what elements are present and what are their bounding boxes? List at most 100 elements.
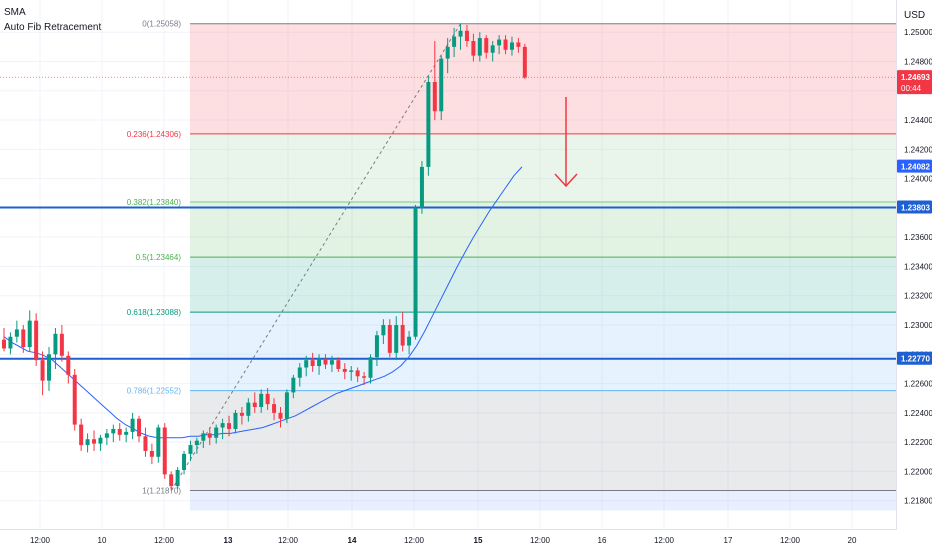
candle-80 — [516, 42, 521, 47]
candle-6 — [40, 360, 45, 381]
hline-tag-upper-value: 1.23803 — [901, 203, 930, 212]
candle-7 — [47, 354, 52, 381]
legend-fib[interactable]: Auto Fib Retracement — [4, 22, 101, 33]
candle-44 — [284, 392, 289, 419]
candle-0 — [2, 339, 6, 349]
horizontal-lines[interactable] — [0, 76, 897, 360]
candle-40 — [259, 393, 264, 408]
candles — [2, 23, 527, 491]
fib-level-label-2: 0.382(1.23840) — [127, 198, 182, 207]
fib-level-label-3: 0.5(1.23464) — [136, 253, 182, 262]
candle-28 — [182, 453, 187, 470]
candle-4 — [27, 320, 32, 347]
candle-25 — [162, 427, 167, 475]
price-tick-0: 1.25000 — [904, 28, 932, 37]
candle-42 — [272, 404, 277, 413]
arrow-down-icon[interactable] — [554, 97, 578, 188]
candle-66 — [426, 81, 431, 167]
candle-59 — [381, 325, 386, 336]
candle-63 — [407, 336, 412, 346]
price-tick-16: 1.21800 — [904, 497, 932, 506]
price-tick-8: 1.23400 — [904, 262, 932, 271]
price-tick-9: 1.23200 — [904, 292, 932, 301]
time-tick-9: 16 — [598, 536, 607, 545]
candle-56 — [362, 376, 367, 378]
hline-tag-upper-bg — [897, 200, 932, 214]
price-tick-15: 1.22000 — [904, 467, 932, 476]
candle-37 — [239, 412, 244, 416]
currency-label[interactable]: USD — [904, 10, 925, 21]
price-tick-10: 1.23000 — [904, 321, 932, 330]
candle-13 — [85, 439, 90, 446]
candle-10 — [66, 355, 71, 375]
candle-46 — [297, 367, 302, 378]
candle-20 — [130, 418, 135, 432]
candle-74 — [477, 38, 482, 56]
fib-trend-line[interactable] — [170, 23, 461, 491]
candle-54 — [349, 370, 354, 372]
price-tick-1: 1.24800 — [904, 57, 932, 66]
candle-58 — [374, 335, 379, 358]
fib-retracement[interactable] — [190, 23, 897, 511]
candle-23 — [149, 450, 154, 457]
fib-level-label-6: 1(1.21870) — [142, 486, 181, 495]
candle-29 — [188, 445, 193, 454]
candle-61 — [394, 325, 399, 353]
candle-3 — [21, 329, 26, 347]
legend-sma[interactable]: SMA — [4, 7, 26, 18]
price-tick-4: 1.24200 — [904, 145, 932, 154]
time-tick-6: 12:00 — [404, 536, 425, 545]
candle-31 — [201, 433, 206, 441]
candle-8 — [53, 333, 58, 355]
candle-75 — [484, 38, 489, 53]
time-tick-7: 15 — [474, 536, 483, 545]
fib-level-label-0: 0(1.25058) — [142, 20, 181, 29]
time-tick-5: 14 — [348, 536, 357, 545]
time-tick-0: 12:00 — [30, 536, 51, 545]
fib-zone-4 — [190, 312, 897, 391]
candle-81 — [522, 46, 527, 78]
hline-tag-lower-bg — [897, 351, 932, 365]
candle-26 — [169, 474, 174, 487]
candle-48 — [310, 360, 315, 367]
fib-zone-6 — [190, 490, 897, 511]
candle-55 — [355, 370, 360, 377]
candle-60 — [387, 325, 392, 353]
fib-zone-5 — [190, 390, 897, 491]
fib-level-label-1: 0.236(1.24306) — [127, 130, 182, 139]
candle-34 — [220, 423, 225, 428]
candle-57 — [368, 357, 373, 378]
candle-67 — [432, 81, 437, 112]
candle-35 — [227, 423, 232, 429]
sma-tag-value: 1.24082 — [901, 163, 930, 172]
grid — [0, 0, 897, 530]
candle-36 — [233, 412, 238, 429]
sma-tag-bg — [897, 159, 932, 173]
time-axis-ticks: 12:00 10 12:00 13 12:00 14 12:00 15 12:00 16 12:00… — [30, 536, 857, 545]
candle-17 — [111, 428, 116, 434]
sma-line — [3, 166, 523, 439]
time-tick-4: 12:00 — [278, 536, 299, 545]
candle-53 — [342, 368, 347, 372]
candle-5 — [34, 320, 39, 361]
time-axis[interactable] — [0, 530, 932, 550]
candle-70 — [452, 36, 457, 47]
candle-18 — [117, 428, 122, 435]
time-tick-11: 17 — [724, 536, 733, 545]
candle-9 — [59, 333, 64, 356]
price-tick-7: 1.23600 — [904, 233, 932, 242]
price-tag-countdown: 00:44 — [901, 84, 922, 93]
candle-30 — [194, 440, 199, 446]
time-tick-13: 20 — [848, 536, 857, 545]
fib-labels: 0(1.25058) 0.236(1.24306) 0.382(1.23840) 0.… — [127, 20, 182, 496]
candle-50 — [323, 358, 328, 365]
fib-level-label-5: 0.786(1.22552) — [127, 387, 182, 396]
candle-11 — [72, 374, 77, 425]
time-tick-10: 12:00 — [654, 536, 675, 545]
candle-68 — [439, 58, 444, 112]
candle-47 — [304, 360, 309, 368]
fib-zone-1 — [190, 133, 897, 203]
candle-52 — [336, 360, 341, 369]
